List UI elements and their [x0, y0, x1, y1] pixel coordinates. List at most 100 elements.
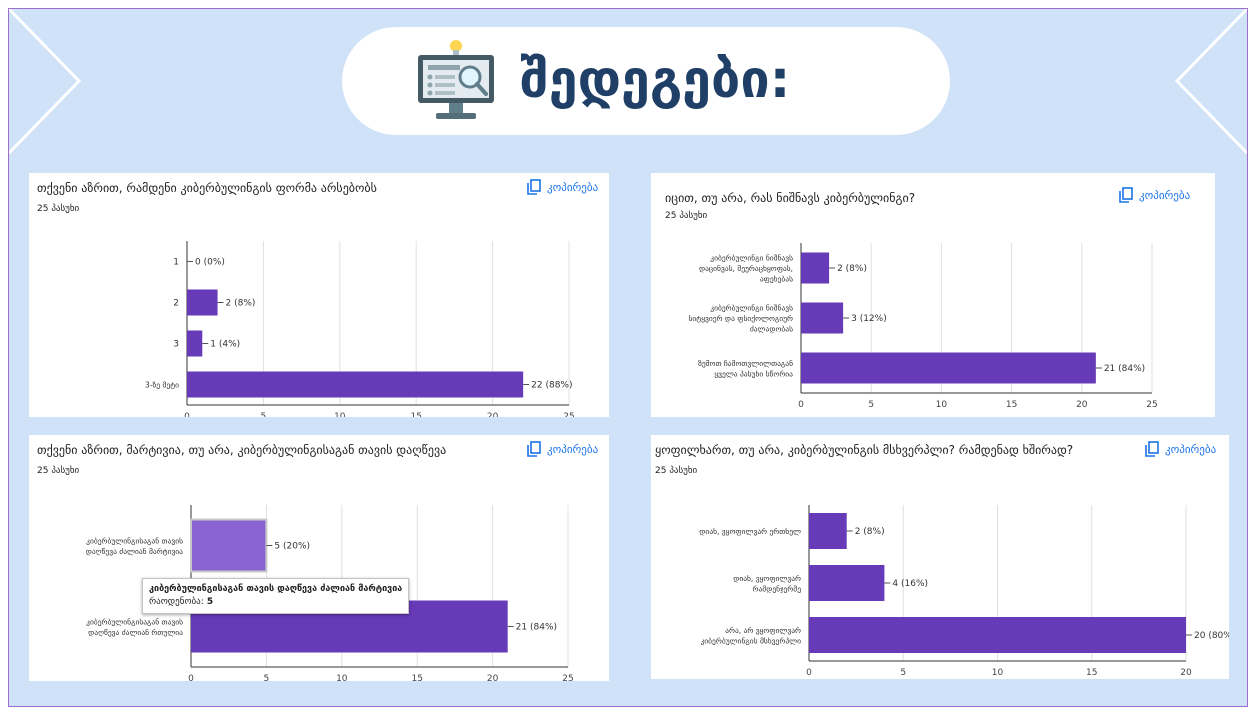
- category-label: დიახ, ვყოფილვარ: [733, 574, 801, 583]
- response-count: 25 პასუხი: [37, 204, 80, 214]
- x-tick-label: 0: [188, 674, 194, 681]
- chart-card-victim-frequency: ყოფილხართ, თუ არა, კიბერბულინგის მსხვერპ…: [651, 435, 1229, 679]
- bar[interactable]: [809, 565, 885, 601]
- chart-card-forms-count: თქვენი აზრით, რამდენი კიბერბულინგის ფორმ…: [29, 173, 609, 417]
- bar[interactable]: [801, 352, 1096, 384]
- bar[interactable]: [801, 252, 830, 284]
- copy-label: კოპირება: [1165, 442, 1217, 456]
- category-label: 1: [173, 258, 179, 268]
- x-tick-label: 20: [1180, 668, 1192, 678]
- copy-icon: [527, 441, 541, 457]
- bar[interactable]: [187, 371, 524, 398]
- x-tick-label: 5: [868, 400, 874, 410]
- category-label: დაღწევა ძალიან რთულია: [88, 628, 183, 637]
- copy-label: კოპირება: [547, 442, 599, 456]
- x-tick-label: 10: [336, 674, 348, 681]
- tooltip-count-value: 5: [206, 597, 214, 607]
- bar-value-label: 1 (4%): [210, 340, 240, 350]
- category-label: კიბერბულინგი ნიშნავს: [710, 304, 793, 313]
- x-tick-label: 20: [487, 412, 499, 417]
- x-tick-label: 15: [1006, 400, 1017, 410]
- category-label: აფეხებას: [760, 275, 793, 284]
- x-tick-label: 0: [806, 668, 812, 678]
- category-label: კიბერბულინგის მსხვერპლი: [700, 636, 801, 645]
- bar-value-label: 2 (8%): [837, 264, 867, 274]
- response-count: 25 პასუხი: [665, 211, 708, 221]
- bar-value-label: 2 (8%): [226, 299, 256, 309]
- x-tick-label: 10: [334, 412, 346, 417]
- copy-icon: [527, 179, 541, 195]
- question-text: ყოფილხართ, თუ არა, კიბერბულინგის მსხვერპ…: [655, 443, 1074, 457]
- x-tick-label: 10: [936, 400, 948, 410]
- bar-chart: 0 5 10 15 20 2 (8%) დიახ, ვყოფილვარ ერთხელ 4 (1…: [699, 505, 1229, 678]
- x-tick-label: 25: [562, 674, 573, 681]
- bar-value-label: 20 (80%): [1194, 631, 1229, 641]
- bar[interactable]: [809, 617, 1186, 653]
- copy-button[interactable]: კოპირება: [527, 179, 598, 195]
- x-tick-label: 15: [1086, 668, 1097, 678]
- response-count: 25 პასუხი: [655, 466, 698, 476]
- copy-icon: [1119, 187, 1133, 203]
- x-tick-label: 20: [487, 674, 499, 681]
- bar-value-label: 5 (20%): [274, 542, 310, 552]
- x-tick-label: 25: [563, 412, 574, 417]
- bar-value-label: 22 (88%): [531, 381, 572, 391]
- x-tick-label: 15: [411, 674, 422, 681]
- bar[interactable]: [187, 330, 203, 357]
- copy-icon: [1145, 441, 1159, 457]
- category-label: არა, არ ვყოფილვარ: [725, 626, 801, 635]
- bar[interactable]: [801, 302, 844, 334]
- title-banner: შედეგები:: [342, 27, 950, 135]
- category-label: 2: [173, 299, 179, 309]
- x-tick-label: 0: [184, 412, 190, 417]
- category-label: 3: [173, 340, 179, 350]
- chart-card-definition: იცით, თუ არა, რას ნიშნავს კიბერბულინგი? …: [651, 173, 1215, 417]
- category-label: დიახ, ვყოფილვარ ერთხელ: [699, 527, 801, 536]
- response-count: 25 პასუხი: [37, 466, 80, 476]
- category-label: ზემოთ ჩამოთვლილთაგან: [698, 359, 793, 368]
- category-label: რამდენჯერმე: [753, 584, 802, 593]
- slide: შედეგები: თქვენი აზრით, რამდენი კიბერბულ…: [8, 8, 1248, 707]
- bar[interactable]: [191, 519, 267, 572]
- computer-monitor-search-icon: [414, 39, 498, 123]
- left-chevron-decoration: [9, 9, 82, 155]
- copy-label: კოპირება: [547, 180, 599, 194]
- x-tick-label: 10: [992, 668, 1004, 678]
- bar-chart: 0 5 10 15 20 25 0 (0%) 1 2 (8%) 2 1 (4%) 3 22 (88%) 3…: [145, 241, 575, 417]
- tooltip-count: რაოდენობა: 5: [149, 596, 402, 609]
- bar[interactable]: [187, 289, 218, 316]
- category-label: კიბერბულინგისაგან თავის: [86, 617, 183, 626]
- bar-value-label: 2 (8%): [855, 527, 885, 537]
- question-text: იცით, თუ არა, რას ნიშნავს კიბერბულინგი?: [665, 191, 916, 205]
- tooltip-title: კიბერბულინგისაგან თავის დაღწევა ძალიან მ…: [149, 584, 403, 594]
- x-tick-label: 15: [410, 412, 421, 417]
- category-label: დაცინვას, შეურაცხყოფას,: [699, 264, 793, 273]
- copy-label: კოპირება: [1139, 188, 1191, 202]
- x-tick-label: 5: [900, 668, 906, 678]
- category-label: დაღწევა ძალიან მარტივია: [86, 547, 183, 556]
- question-text: თქვენი აზრით, მარტივია, თუ არა, კიბერბულ…: [37, 443, 447, 457]
- copy-button[interactable]: კოპირება: [527, 441, 598, 457]
- bar-value-label: 21 (84%): [516, 623, 557, 633]
- bar-chart: 0 5 10 15 20 25 5 (20%) კიბერბულინგისაგან თავის…: [86, 505, 574, 681]
- x-tick-label: 5: [264, 674, 270, 681]
- category-label: სიტყვიერ და ფსიქოლოგიურ: [688, 314, 793, 323]
- x-tick-label: 25: [1146, 400, 1157, 410]
- copy-button[interactable]: კოპირება: [1119, 187, 1190, 203]
- x-tick-label: 5: [261, 412, 267, 417]
- category-label: ყველა პასუხი სწორია: [714, 369, 793, 378]
- question-text: თქვენი აზრით, რამდენი კიბერბულინგის ფორმ…: [37, 181, 377, 195]
- category-label: კიბერბულინგისაგან თავის: [86, 536, 183, 545]
- chart-card-ease-of-escape: თქვენი აზრით, მარტივია, თუ არა, კიბერბულ…: [29, 435, 609, 681]
- bar-value-label: 3 (12%): [851, 314, 887, 324]
- tooltip-count-label: რაოდენობა:: [149, 597, 204, 607]
- copy-button[interactable]: კოპირება: [1145, 441, 1216, 457]
- category-label: კიბერბულინგი ნიშნავს: [710, 254, 793, 263]
- category-label: 3-ზე მეტი: [145, 381, 179, 390]
- slide-title: შედეგები:: [520, 50, 791, 110]
- bar-value-label: 21 (84%): [1104, 364, 1145, 374]
- bar-value-label: 4 (16%): [892, 579, 928, 589]
- x-tick-label: 20: [1076, 400, 1088, 410]
- x-tick-label: 0: [798, 400, 804, 410]
- bar[interactable]: [809, 513, 847, 549]
